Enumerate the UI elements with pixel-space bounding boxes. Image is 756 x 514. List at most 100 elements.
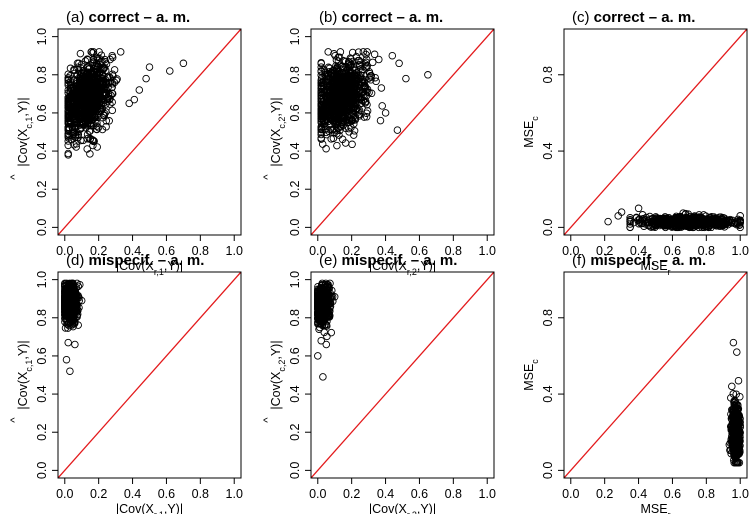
y-tick-label: 0.0 bbox=[35, 462, 49, 479]
data-point bbox=[729, 390, 738, 398]
data-point bbox=[104, 83, 112, 91]
identity-line bbox=[58, 272, 241, 478]
data-point bbox=[65, 295, 73, 304]
data-point bbox=[89, 48, 98, 56]
data-point bbox=[345, 116, 354, 124]
data-point bbox=[325, 127, 333, 135]
data-point bbox=[81, 74, 89, 82]
data-point bbox=[69, 285, 78, 294]
x-tick-label: 1.0 bbox=[732, 487, 749, 501]
y-axis-label: |Cov(Xc,2,Y)| ^ bbox=[262, 97, 287, 179]
plot-frame bbox=[563, 28, 748, 236]
data-point bbox=[654, 218, 663, 226]
data-point bbox=[76, 121, 84, 129]
panel-e: 0.0 0.2 0.4 0.6 0.8 1.0 0.0 0.2 0.4 0.6 0.8 1.0 |Cov… bbox=[262, 252, 496, 514]
y-tick-label: 1.0 bbox=[35, 28, 49, 45]
data-point bbox=[641, 220, 649, 228]
point-cloud bbox=[314, 279, 339, 381]
data-point bbox=[322, 279, 330, 288]
x-tick-label: 0.6 bbox=[664, 244, 681, 258]
data-point bbox=[332, 104, 340, 112]
data-point bbox=[72, 82, 81, 90]
point-cloud bbox=[61, 279, 86, 375]
data-point bbox=[359, 97, 367, 105]
identity-line bbox=[564, 272, 747, 478]
data-point bbox=[351, 66, 359, 75]
data-point bbox=[71, 112, 80, 121]
data-point bbox=[327, 135, 335, 143]
data-point bbox=[604, 217, 612, 226]
data-point bbox=[359, 48, 368, 56]
data-point bbox=[76, 94, 85, 103]
data-point bbox=[108, 51, 116, 60]
panel-a: 0.0 0.2 0.4 0.6 0.8 1.0 0.0 0.2 0.4 0.6 0.8 1.0 |Cov… bbox=[9, 9, 243, 277]
panel-title-text: correct – a. m. bbox=[342, 9, 444, 26]
data-point bbox=[67, 288, 76, 296]
data-point bbox=[66, 114, 74, 123]
panel-title: (b) correct – a. m. bbox=[319, 9, 443, 26]
x-tick-label: 0.0 bbox=[56, 487, 73, 501]
identity-line bbox=[311, 29, 494, 235]
data-point bbox=[88, 136, 97, 144]
x-tick-label: 0.8 bbox=[698, 244, 715, 258]
y-tick-label: 0.4 bbox=[541, 142, 555, 159]
data-point bbox=[733, 217, 741, 225]
data-point bbox=[64, 132, 72, 140]
data-point bbox=[320, 87, 329, 96]
panel-tag: (b) bbox=[319, 9, 342, 26]
data-point bbox=[736, 216, 744, 224]
data-point bbox=[319, 97, 328, 105]
data-point bbox=[80, 82, 89, 90]
data-point bbox=[145, 63, 154, 71]
data-point bbox=[715, 220, 724, 228]
panel-tag: (f) bbox=[572, 252, 590, 269]
data-point bbox=[667, 217, 676, 225]
data-point bbox=[318, 317, 326, 326]
data-point bbox=[733, 418, 741, 427]
data-point bbox=[363, 88, 371, 96]
point-cloud bbox=[317, 48, 432, 153]
data-point bbox=[677, 215, 685, 224]
data-point bbox=[371, 73, 379, 82]
data-point bbox=[319, 286, 328, 295]
data-point bbox=[361, 98, 370, 107]
data-point bbox=[317, 336, 325, 345]
data-point bbox=[372, 77, 380, 86]
data-point bbox=[333, 67, 342, 76]
data-point bbox=[318, 292, 326, 300]
data-point bbox=[322, 144, 330, 153]
data-point bbox=[348, 57, 357, 66]
data-point bbox=[333, 141, 341, 150]
data-point bbox=[76, 49, 85, 58]
y-tick-label: 0.2 bbox=[288, 423, 302, 440]
panel-title: (f) mispecif. – a. m. bbox=[572, 252, 706, 269]
panel-title: (e) mispecif. – a. m. bbox=[319, 252, 457, 269]
panel-tag: (d) bbox=[66, 252, 89, 269]
panel-d: 0.0 0.2 0.4 0.6 0.8 1.0 0.0 0.2 0.4 0.6 0.8 1.0 |Cov… bbox=[9, 252, 243, 514]
x-tick-label: 0.0 bbox=[309, 487, 326, 501]
data-point bbox=[64, 130, 72, 138]
x-tick-label: 0.8 bbox=[192, 244, 209, 258]
y-tick-label: 1.0 bbox=[35, 271, 49, 288]
data-point bbox=[720, 220, 728, 228]
data-point bbox=[333, 129, 341, 138]
data-point bbox=[166, 67, 174, 75]
data-point bbox=[317, 104, 325, 113]
y-tick-label: 0.0 bbox=[288, 462, 302, 479]
data-point bbox=[105, 117, 113, 125]
data-point bbox=[323, 332, 331, 341]
data-point bbox=[62, 355, 71, 364]
data-point bbox=[87, 48, 95, 56]
hat-accent: ^ bbox=[262, 417, 274, 423]
data-point bbox=[626, 214, 634, 222]
panel-title: (d) mispecif. – a. m. bbox=[66, 252, 204, 269]
data-point bbox=[370, 50, 379, 59]
x-tick-label: 1.0 bbox=[226, 487, 243, 501]
data-point bbox=[381, 109, 390, 117]
data-point bbox=[66, 367, 74, 375]
data-point bbox=[360, 113, 368, 121]
y-tick-label: 0.2 bbox=[35, 423, 49, 440]
data-point bbox=[731, 452, 739, 461]
data-point bbox=[730, 446, 739, 455]
data-point bbox=[97, 106, 106, 114]
